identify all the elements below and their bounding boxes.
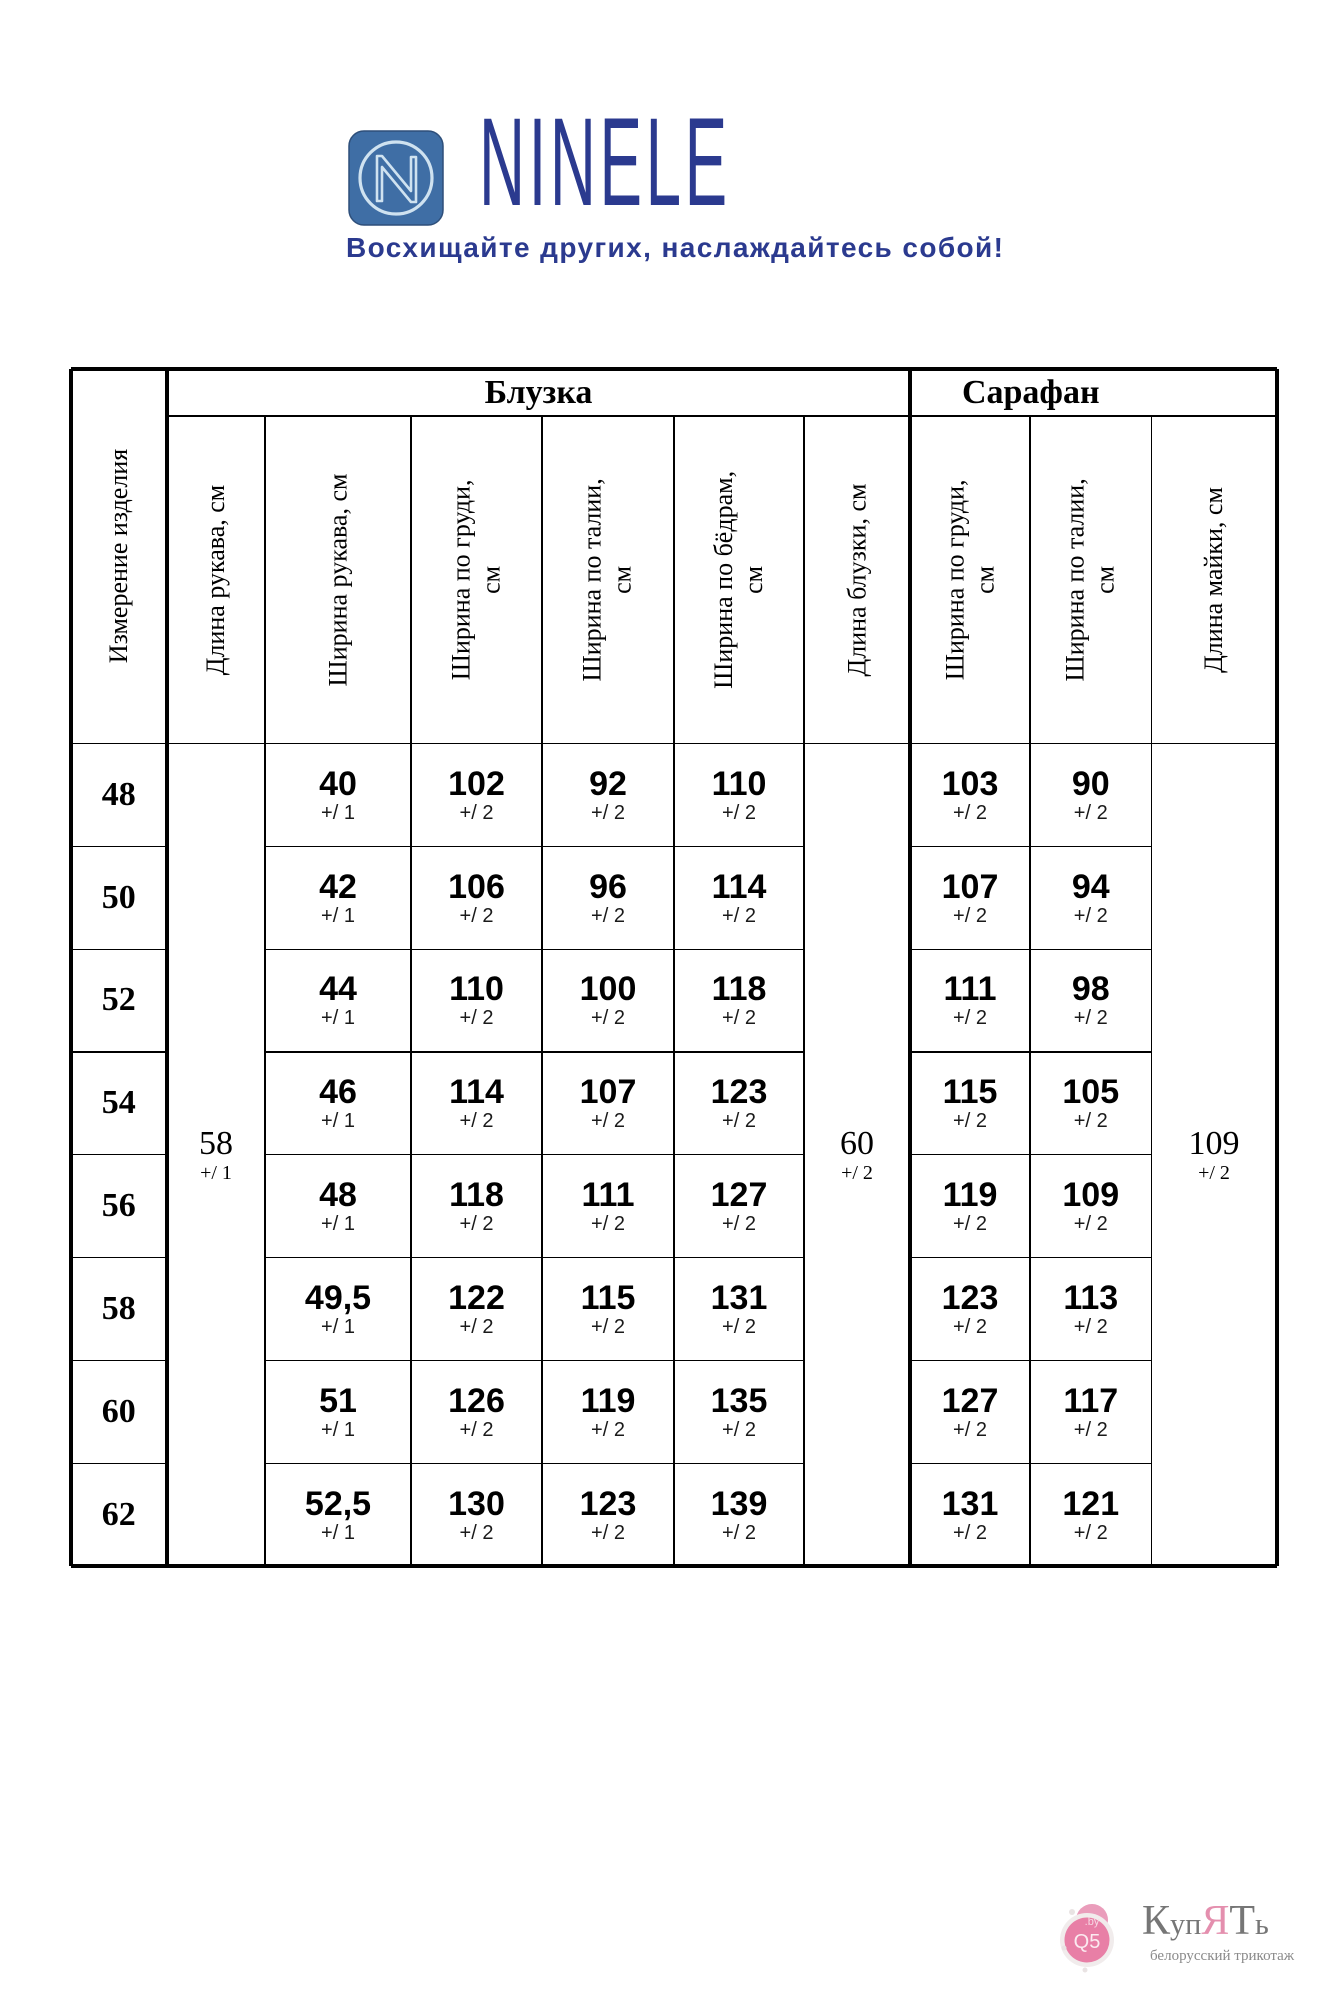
svg-text:Q5: Q5: [1074, 1931, 1101, 1953]
svg-text:.by: .by: [1085, 1916, 1100, 1928]
